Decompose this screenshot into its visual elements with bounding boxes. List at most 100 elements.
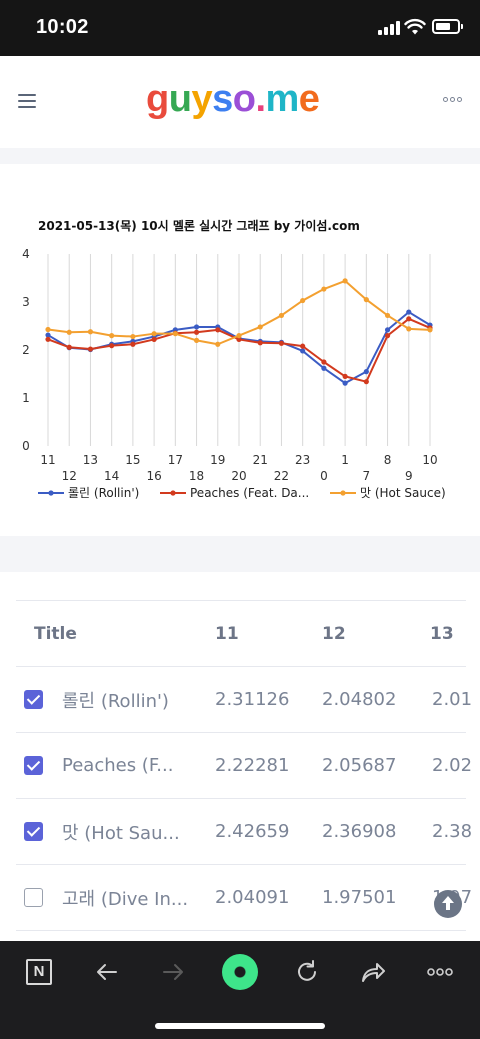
more-options-icon[interactable]	[443, 97, 463, 103]
x-tick-label: 19	[210, 453, 225, 467]
data-point	[45, 326, 51, 333]
x-tick-label: 21	[253, 453, 268, 467]
x-tick-label: 18	[189, 469, 204, 483]
data-point	[236, 333, 242, 339]
data-point	[406, 309, 412, 315]
line-chart: 01234111213141516171819202122230178910롤린…	[22, 247, 445, 500]
score-cell: 2.02	[432, 755, 473, 776]
row-checkbox[interactable]	[24, 822, 43, 841]
site-logo[interactable]: guyso.me	[146, 78, 320, 120]
data-point	[257, 340, 263, 346]
score-cell: 2.22281	[215, 755, 290, 776]
data-point	[300, 348, 306, 354]
score-cell: 2.01	[432, 689, 473, 710]
data-point	[363, 379, 369, 385]
data-point	[193, 324, 200, 330]
data-point	[321, 365, 327, 371]
song-title-cell: 맛 (Hot Sau...	[62, 822, 180, 844]
data-point	[151, 331, 157, 337]
header-col-12[interactable]: 12	[322, 623, 346, 644]
data-point	[257, 324, 263, 330]
data-point	[384, 327, 391, 333]
data-point	[321, 286, 327, 292]
home-indicator	[155, 1023, 325, 1029]
x-tick-label: 22	[274, 469, 289, 483]
x-tick-label: 1	[341, 453, 349, 467]
back-arrow-icon[interactable]	[92, 957, 122, 987]
header-col-13[interactable]: 13	[430, 623, 454, 644]
y-tick-label: 1	[22, 391, 30, 405]
row-checkbox[interactable]	[24, 690, 43, 709]
row-checkbox[interactable]	[24, 888, 43, 907]
song-title-cell: 고래 (Dive In...	[62, 888, 189, 910]
legend-marker	[340, 490, 346, 496]
scroll-to-top-button[interactable]	[434, 890, 462, 918]
x-tick-label: 11	[40, 453, 55, 467]
row-checkbox[interactable]	[24, 756, 43, 775]
x-tick-label: 14	[104, 469, 119, 483]
data-point	[342, 278, 348, 284]
data-point	[236, 336, 242, 343]
data-point	[384, 312, 391, 319]
data-point	[193, 329, 200, 335]
score-cell: 2.04802	[322, 689, 397, 710]
score-cell: 1.97501	[322, 887, 397, 908]
table-row[interactable]: 맛 (Hot Sau... 2.42659 2.36908 2.38	[16, 799, 472, 865]
data-point	[130, 341, 136, 347]
chart-card: 2021-05-13(목) 10시 멜론 실시간 그래프 by 가이섬.com …	[0, 164, 480, 536]
forward-arrow-icon[interactable]	[158, 957, 188, 987]
browser-toolbar: N	[0, 941, 480, 1039]
hamburger-menu-icon[interactable]	[18, 94, 36, 108]
legend-label: Peaches (Feat. Da...	[190, 486, 309, 500]
refresh-icon[interactable]	[292, 957, 322, 987]
data-point	[45, 336, 51, 342]
data-point	[130, 333, 136, 340]
more-icon[interactable]	[425, 957, 455, 987]
chart-title: 2021-05-13(목) 10시 멜론 실시간 그래프 by 가이섬.com	[38, 219, 360, 233]
data-point	[300, 343, 306, 349]
song-title-cell: Peaches (F...	[62, 755, 174, 776]
x-tick-label: 17	[168, 453, 183, 467]
notion-icon[interactable]: N	[26, 959, 52, 985]
y-tick-label: 2	[22, 343, 30, 357]
header-title[interactable]: Title	[34, 623, 77, 644]
x-tick-label: 15	[125, 453, 140, 467]
data-point	[278, 340, 285, 346]
status-bar: 10:02	[0, 0, 480, 56]
x-tick-label: 13	[83, 453, 98, 467]
legend-marker	[48, 490, 54, 496]
data-point	[87, 329, 94, 335]
score-cell: 2.04091	[215, 887, 290, 908]
table-row[interactable]: Peaches (F... 2.22281 2.05687 2.02	[16, 733, 472, 799]
legend-label: 롤린 (Rollin')	[68, 486, 139, 500]
score-cell: 2.38	[432, 821, 473, 842]
table-header-row: Title 11 12 13	[16, 600, 466, 667]
data-point	[278, 312, 285, 319]
share-icon[interactable]	[358, 957, 388, 987]
y-tick-label: 3	[22, 295, 30, 309]
data-point	[363, 369, 369, 375]
wifi-icon	[404, 18, 426, 35]
table-row[interactable]: 롤린 (Rollin') 2.31126 2.04802 2.01	[16, 667, 472, 733]
x-tick-label: 7	[363, 469, 371, 483]
data-point	[321, 359, 327, 365]
legend-marker	[170, 490, 176, 496]
data-point	[172, 331, 178, 337]
header-col-11[interactable]: 11	[215, 623, 239, 644]
data-point	[300, 297, 306, 304]
score-cell: 2.31126	[215, 689, 290, 710]
battery-icon	[432, 19, 463, 34]
data-point	[215, 341, 221, 347]
data-point	[109, 343, 115, 349]
data-point	[427, 327, 433, 333]
data-point	[215, 327, 221, 333]
data-point	[151, 336, 157, 343]
x-tick-label: 23	[295, 453, 310, 467]
data-table: Title 11 12 13 롤린 (Rollin') 2.31126 2.0480…	[0, 572, 480, 944]
home-icon[interactable]	[222, 954, 258, 990]
status-time: 10:02	[36, 16, 89, 38]
data-point	[406, 316, 412, 322]
data-point	[342, 380, 348, 386]
site-header: guyso.me	[0, 56, 480, 148]
